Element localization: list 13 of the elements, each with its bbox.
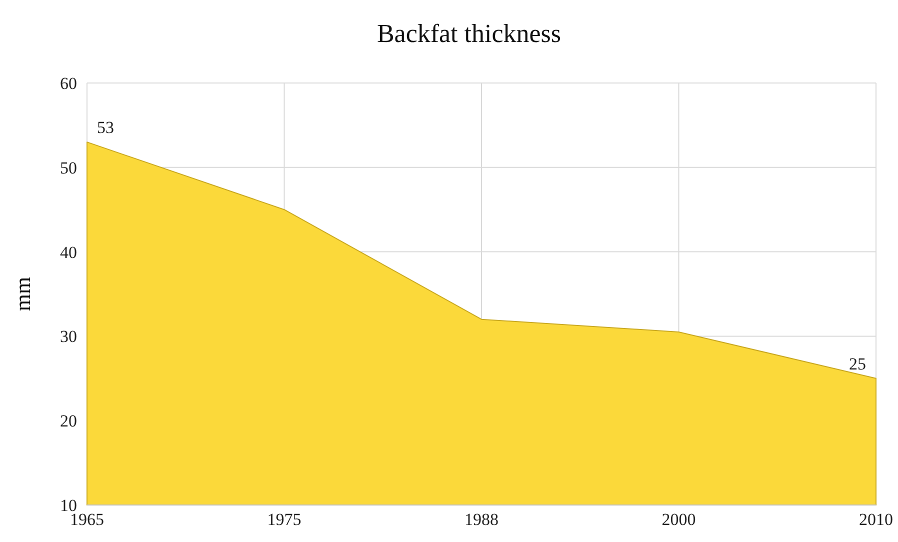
x-tick-label: 2010 (859, 510, 893, 529)
x-tick-label: 1975 (267, 510, 302, 529)
y-axis-title: mm (10, 276, 35, 312)
chart-title: Backfat thickness (376, 19, 562, 48)
data-label: 53 (97, 118, 114, 138)
x-tick-label: 2000 (662, 510, 696, 529)
y-tick-label: 40 (60, 242, 77, 262)
x-tick-label: 1988 (464, 510, 498, 529)
data-label: 25 (849, 354, 866, 374)
y-tick-label: 50 (60, 158, 77, 178)
y-tick-label: 20 (60, 412, 77, 431)
y-tick-label: 60 (60, 74, 77, 93)
y-tick-label: 30 (60, 327, 77, 346)
